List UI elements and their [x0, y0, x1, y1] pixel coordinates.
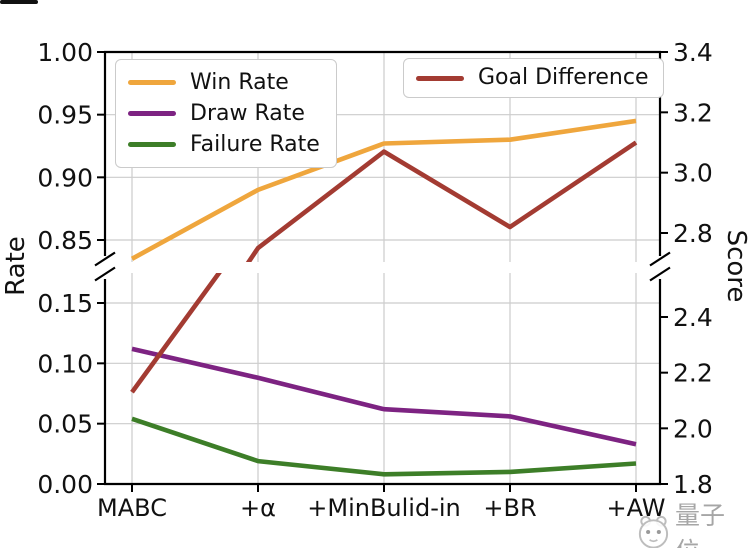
right-tick-label: 3.4 [673, 38, 713, 67]
left-tick-label: 0.00 [37, 470, 93, 499]
series-line-goal-difference [245, 140, 638, 262]
legend-entry-failure-rate: Failure Rate [128, 129, 320, 160]
series-line-goal-difference [130, 273, 222, 394]
right-tick-label: 1.8 [673, 470, 713, 499]
left-tick-label: 0.95 [37, 101, 93, 130]
watermark: 量子位 [634, 496, 748, 548]
legend-label-failure-rate: Failure Rate [190, 131, 320, 157]
legend-line-sample-win-rate [128, 80, 176, 85]
right-tick-label: 3.2 [673, 98, 713, 127]
legend-entry-goal-difference: Goal Difference [416, 63, 649, 94]
legend-rates: Win Rate Draw Rate Failure Rate [115, 59, 337, 168]
legend-line-sample-draw-rate [128, 111, 176, 116]
crop-artifact-line [0, 0, 38, 4]
legend-label-win-rate: Win Rate [190, 69, 289, 95]
left-tick-label: 0.90 [37, 163, 93, 192]
legend-entry-win-rate: Win Rate [128, 67, 320, 98]
left-tick-label: 0.15 [37, 289, 93, 318]
right-axis-title: Score [721, 229, 748, 303]
left-tick-label: 0.85 [37, 226, 93, 255]
x-tick-label: MABC [97, 494, 167, 522]
series-line-win-rate [130, 118, 637, 261]
right-tick-label: 2.4 [673, 303, 713, 332]
series-line-draw-rate [131, 346, 637, 447]
right-tick-label: 2.0 [673, 414, 713, 443]
right-tick-label: 2.8 [673, 219, 713, 248]
legend-line-sample-goal-difference [416, 75, 464, 81]
x-tick-label: +MinBulid-in [307, 494, 460, 522]
watermark-text: 量子位 [674, 501, 725, 548]
legend-entry-draw-rate: Draw Rate [128, 98, 320, 129]
right-tick-label: 3.0 [673, 159, 713, 188]
left-tick-label: 0.05 [37, 410, 93, 439]
left-tick-label: 1.00 [37, 38, 93, 67]
x-tick-label: +α [240, 494, 276, 522]
legend-label-goal-difference: Goal Difference [478, 65, 649, 90]
axis-break-mark [649, 251, 671, 267]
axis-break-mark [649, 266, 671, 282]
series-line-failure-rate [131, 416, 637, 477]
legend-label-draw-rate: Draw Rate [190, 100, 305, 126]
x-tick-label: +AW [607, 494, 666, 522]
axes: 1.00 0.95 0.90 0.85 0.15 0.10 0.05 0.00 3.4 3.2 3.… [37, 38, 712, 522]
right-tick-label: 2.2 [673, 359, 713, 388]
series-lines [130, 118, 638, 477]
watermark-logo-icon [638, 515, 669, 548]
left-tick-label: 0.10 [37, 349, 93, 378]
left-axis-title: Rate [1, 236, 31, 296]
axis-break-mark [94, 266, 116, 282]
legend-line-sample-failure-rate [128, 142, 176, 147]
axis-break-mark [94, 251, 116, 267]
x-tick-label: +BR [483, 494, 536, 522]
legend-goal-difference: Goal Difference [403, 58, 664, 98]
